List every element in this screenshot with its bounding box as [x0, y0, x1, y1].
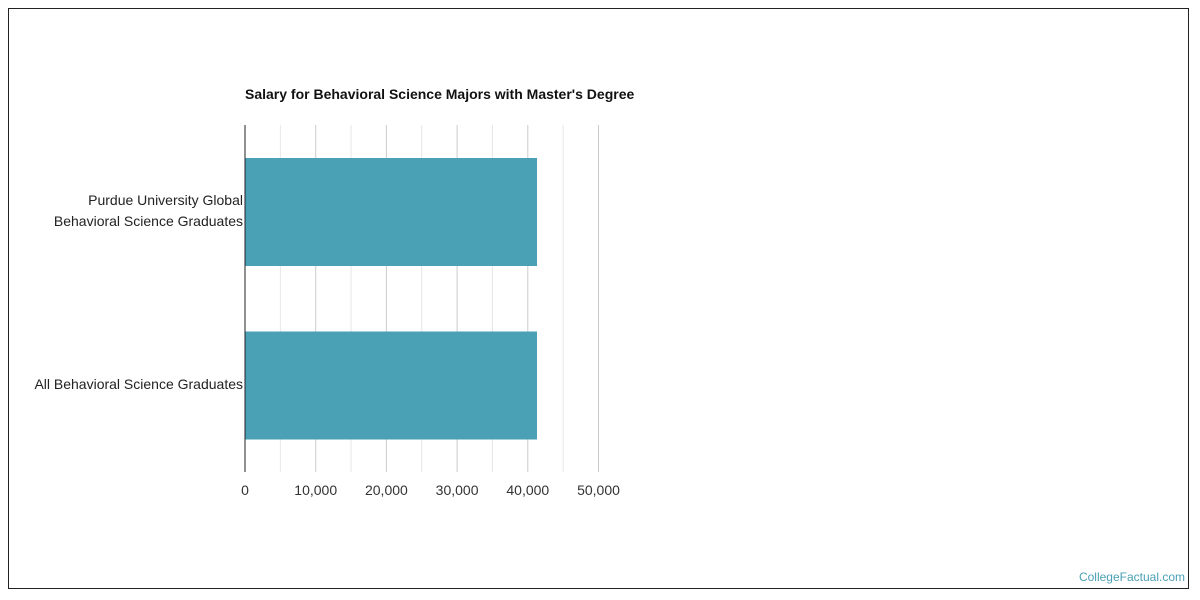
x-tick-label: 40,000 — [506, 482, 549, 498]
category-label: Purdue University Global — [88, 192, 243, 208]
x-tick-label: 10,000 — [294, 482, 337, 498]
category-label: Behavioral Science Graduates — [54, 213, 243, 229]
x-tick-label: 20,000 — [365, 482, 408, 498]
watermark-link[interactable]: CollegeFactual.com — [1078, 570, 1185, 584]
x-tick-label: 50,000 — [577, 482, 620, 498]
chart-title: Salary for Behavioral Science Majors wit… — [245, 86, 635, 102]
category-label: All Behavioral Science Graduates — [34, 376, 243, 392]
x-tick-label: 0 — [241, 482, 249, 498]
bar — [245, 158, 537, 266]
x-tick-label: 30,000 — [436, 482, 479, 498]
bar — [245, 331, 537, 440]
